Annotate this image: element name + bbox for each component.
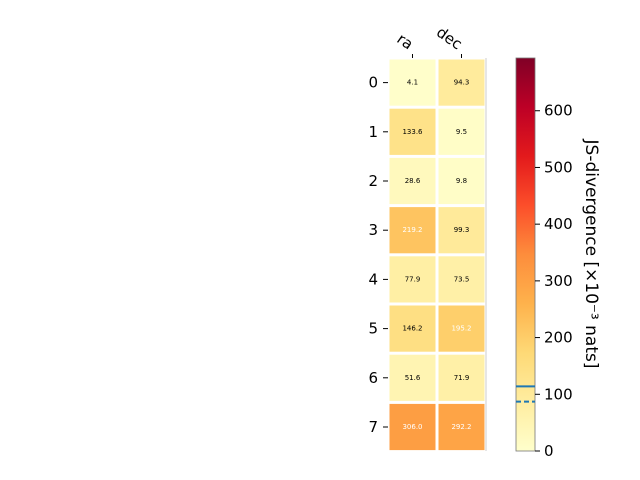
colorbar-tick-label: 500 (544, 158, 573, 176)
heatmap-cell (389, 256, 436, 303)
heatmap-cell (438, 354, 485, 401)
cell-value-label: 71.9 (454, 374, 470, 382)
row-tick-label: 2 (368, 172, 378, 190)
heatmap-cell (438, 403, 485, 451)
column-ticks: ra dec (394, 23, 466, 58)
colorbar-tick-label: 300 (544, 272, 573, 290)
cell-value-label: 28.6 (405, 177, 421, 185)
column-tick-label: dec (433, 23, 465, 53)
cell-value-label: 4.1 (407, 79, 418, 87)
cell-value-label: 9.5 (456, 128, 467, 136)
colorbar-ticks: 0 100 200 300 400 500 600 (535, 102, 573, 460)
cell-value-label: 73.5 (454, 275, 470, 283)
row-tick-label: 0 (368, 74, 378, 92)
cell-value-label: 51.6 (405, 374, 421, 382)
column-tick-label: ra (394, 30, 417, 54)
heatmap-cell (438, 256, 485, 303)
row-tick-label: 6 (368, 369, 378, 387)
cell-value-label: 292.2 (451, 423, 471, 431)
row-tick-label: 4 (368, 270, 378, 288)
colorbar-tick-label: 100 (544, 385, 573, 403)
colorbar-gradient (515, 57, 536, 452)
cell-value-label: 219.2 (402, 226, 422, 234)
heatmap-cell (438, 157, 485, 205)
heatmap-cell (438, 305, 485, 352)
heatmap-grid: 4.1 94.3 133.6 9.5 28.6 9.8 219.2 99.3 77.9 73.5 1… (389, 59, 485, 451)
row-tick-label: 3 (368, 221, 378, 239)
cell-value-label: 146.2 (402, 325, 422, 333)
heatmap-cell (389, 207, 436, 254)
heatmap-cell (389, 305, 436, 352)
colorbar-tick-label: 600 (544, 102, 573, 120)
heatmap-cell (389, 403, 436, 451)
row-tick-label: 5 (368, 320, 378, 338)
heatmap-cell (389, 108, 436, 155)
cell-value-label: 9.8 (456, 177, 467, 185)
cell-value-label: 306.0 (402, 423, 422, 431)
cell-value-label: 94.3 (454, 79, 470, 87)
heatmap-cell (389, 157, 436, 205)
heatmap-cell (389, 59, 436, 106)
cell-value-label: 133.6 (402, 128, 423, 136)
row-ticks: 0 1 2 3 4 5 6 7 (368, 74, 388, 436)
colorbar-tick-label: 0 (544, 442, 554, 460)
heatmap-cell (438, 207, 485, 254)
row-tick-label: 1 (368, 123, 378, 141)
heatmap-cell (438, 59, 485, 106)
colorbar-label: JS-divergence [×10⁻³ nats] (581, 139, 601, 369)
cell-value-label: 195.2 (451, 325, 471, 333)
colorbar-tick-label: 200 (544, 329, 573, 347)
cell-value-label: 99.3 (454, 226, 470, 234)
heatmap-cell (389, 354, 436, 401)
heatmap-cell (438, 108, 485, 155)
row-tick-label: 7 (368, 418, 378, 436)
colorbar-reference-lines (516, 385, 535, 403)
colorbar-tick-label: 400 (544, 215, 573, 233)
cell-value-label: 77.9 (405, 275, 421, 283)
